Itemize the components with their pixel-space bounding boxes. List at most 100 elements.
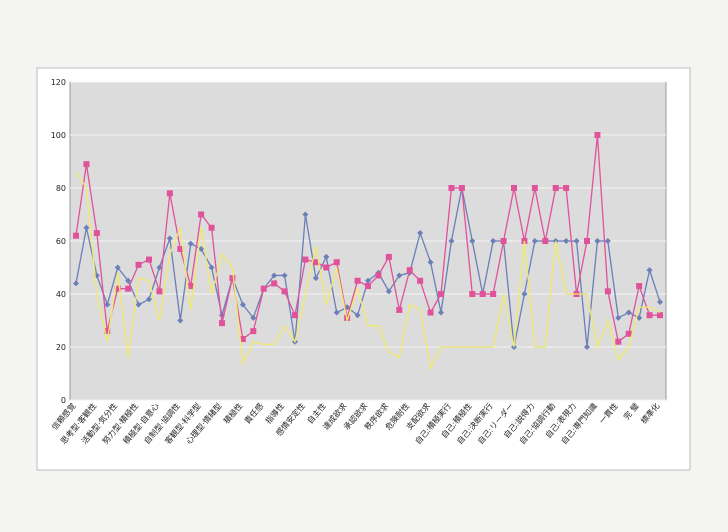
point xyxy=(250,314,257,321)
point xyxy=(646,312,653,319)
point xyxy=(198,245,205,252)
y-tick-label: 40 xyxy=(56,290,66,299)
point xyxy=(114,285,121,292)
point xyxy=(104,328,111,335)
point xyxy=(521,291,528,297)
point xyxy=(365,283,371,290)
point xyxy=(584,238,590,244)
point xyxy=(302,211,309,218)
point xyxy=(260,285,267,292)
point xyxy=(438,309,444,316)
point xyxy=(93,230,100,237)
point xyxy=(271,272,278,279)
y-tick-label: 100 xyxy=(51,131,66,140)
point xyxy=(219,320,225,327)
point xyxy=(135,301,142,308)
point xyxy=(396,306,403,313)
point xyxy=(657,312,663,319)
point xyxy=(302,256,309,263)
point xyxy=(438,291,444,297)
point xyxy=(208,224,215,231)
point xyxy=(657,298,663,305)
point xyxy=(166,190,173,197)
y-tick-label: 0 xyxy=(61,396,66,405)
point xyxy=(135,261,142,268)
point xyxy=(417,277,424,284)
point xyxy=(385,253,392,260)
point xyxy=(229,275,236,282)
point xyxy=(500,238,507,244)
point xyxy=(166,235,173,242)
point xyxy=(531,185,538,191)
point xyxy=(156,288,163,295)
point xyxy=(198,211,205,218)
point xyxy=(292,312,298,319)
y-tick-label: 80 xyxy=(56,184,66,193)
y-tick-label: 120 xyxy=(51,78,66,87)
point xyxy=(427,309,434,316)
point xyxy=(469,238,476,244)
point xyxy=(177,245,184,252)
point xyxy=(573,238,580,244)
point xyxy=(375,272,382,279)
point xyxy=(427,259,434,266)
series-line xyxy=(75,171,661,371)
point xyxy=(312,259,319,266)
point xyxy=(208,264,215,271)
y-tick-label: 20 xyxy=(56,343,66,352)
point xyxy=(469,291,476,297)
point xyxy=(239,336,246,343)
point xyxy=(312,275,319,282)
point xyxy=(156,264,163,271)
point xyxy=(604,238,611,244)
point xyxy=(604,288,611,295)
point xyxy=(552,185,559,191)
point xyxy=(73,280,79,287)
point xyxy=(271,280,278,287)
point xyxy=(104,301,111,308)
point xyxy=(177,317,184,324)
point xyxy=(594,238,601,244)
point xyxy=(125,285,132,292)
point xyxy=(448,238,455,244)
point xyxy=(448,185,455,191)
point xyxy=(333,309,340,316)
point xyxy=(187,240,194,247)
point xyxy=(250,328,257,335)
point xyxy=(594,132,601,138)
point xyxy=(636,314,643,321)
point xyxy=(406,267,413,274)
point xyxy=(83,161,90,168)
point xyxy=(542,238,549,244)
point xyxy=(365,277,371,284)
point xyxy=(323,253,330,260)
point xyxy=(417,230,424,237)
point xyxy=(385,288,392,295)
point xyxy=(354,312,361,319)
point xyxy=(458,185,465,191)
point xyxy=(625,330,632,337)
point xyxy=(615,314,622,321)
point xyxy=(490,238,497,244)
point xyxy=(281,288,288,295)
point xyxy=(323,264,330,271)
point xyxy=(636,283,643,290)
point xyxy=(354,277,361,284)
point xyxy=(281,272,288,279)
y-tick-label: 60 xyxy=(56,237,66,246)
point xyxy=(646,267,653,274)
point xyxy=(615,338,622,345)
point xyxy=(83,224,90,231)
point xyxy=(511,185,517,191)
point xyxy=(490,291,497,297)
point xyxy=(584,344,590,350)
point xyxy=(125,277,132,284)
point xyxy=(396,272,403,279)
point xyxy=(114,264,121,271)
point xyxy=(146,256,152,263)
point xyxy=(187,283,194,290)
point xyxy=(563,238,570,244)
point xyxy=(625,309,632,316)
point xyxy=(146,296,152,303)
